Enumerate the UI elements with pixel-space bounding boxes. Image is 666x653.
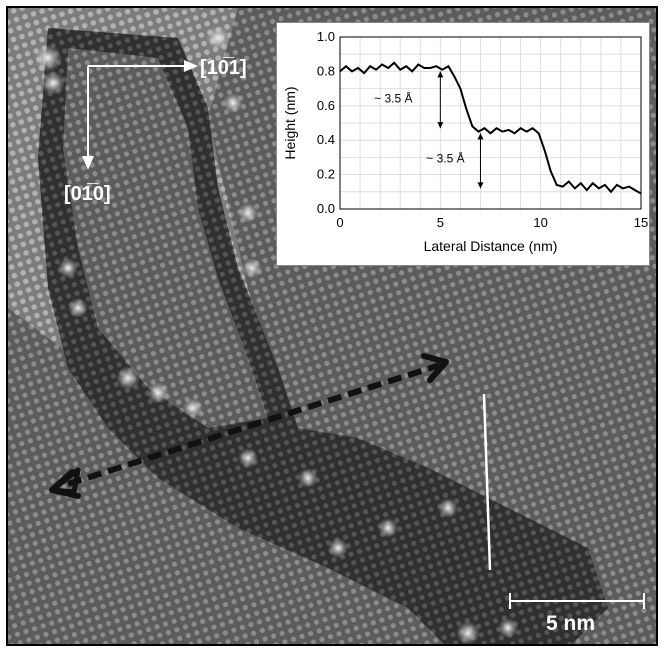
stm-image-frame: [10̅1] [01̅0] 5 nm 0 5 10 15 0.0 0.2 0.4 0.6 0.8… — [6, 6, 658, 646]
profile-line — [482, 393, 492, 571]
step-height-arrow — [477, 133, 484, 189]
chart-grid — [339, 36, 642, 210]
direction-axes — [82, 60, 198, 170]
height-profile-line — [339, 61, 642, 195]
plot-area — [339, 36, 642, 210]
y-tick-label: 0.0 — [317, 201, 335, 216]
direction-label-vertical: [01̅0] — [64, 183, 111, 205]
x-tick-label: 0 — [336, 215, 343, 230]
y-tick-label: 1.0 — [317, 29, 335, 44]
x-tick-label: 10 — [533, 215, 547, 230]
y-tick-label: 0.2 — [317, 167, 335, 182]
y-tick-label: 0.6 — [317, 98, 335, 113]
scale-bar-label: 5 nm — [546, 612, 595, 635]
x-tick-label: 15 — [634, 215, 648, 230]
direction-label-horizontal: [10̅1] — [200, 57, 247, 79]
dashed-profile-arrow — [49, 353, 449, 499]
scale-bar — [509, 593, 645, 609]
x-axis-label: Lateral Distance (nm) — [424, 238, 558, 254]
height-profile-inset: 0 5 10 15 0.0 0.2 0.4 0.6 0.8 1.0 ~ 3.5 Å ~ 3.5 Å … — [276, 22, 650, 266]
height-profile-chart: 0 5 10 150.00.20.40.60.81.0 ~ 3.5 Å~ 3.5 Å … — [282, 29, 648, 254]
y-axis-label: Height (nm) — [282, 86, 298, 159]
terrace-middle — [63, 48, 268, 428]
x-tick-label: 5 — [437, 215, 444, 230]
step-height-label: ~ 3.5 Å — [426, 151, 464, 166]
y-tick-label: 0.4 — [317, 132, 335, 147]
step-height-label: ~ 3.5 Å — [374, 90, 412, 105]
y-tick-label: 0.8 — [317, 63, 335, 78]
step-edge-adatoms — [34, 26, 518, 644]
step-height-arrow — [437, 71, 444, 129]
